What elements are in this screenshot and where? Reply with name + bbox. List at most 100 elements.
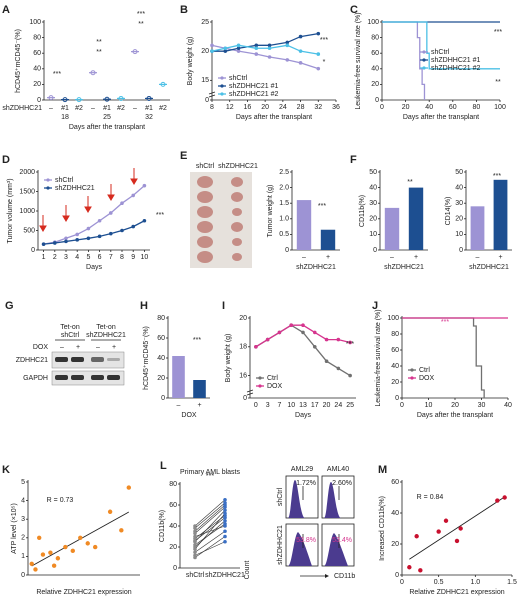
- x-tick-label: 24: [334, 402, 342, 409]
- x-label: Days: [295, 412, 311, 419]
- legend-marker: [258, 376, 262, 380]
- pair-line: [194, 541, 226, 556]
- marker: [298, 34, 303, 39]
- y-tick-label: 60: [157, 335, 165, 342]
- series-line: [211, 44, 319, 55]
- legend-label: DOX: [267, 383, 283, 390]
- pair-dot: [193, 553, 197, 558]
- legend-marker: [46, 178, 50, 182]
- pair-line: [194, 536, 226, 558]
- series-line: [255, 324, 351, 348]
- x-tick-label: 1.0: [470, 579, 480, 586]
- blot-group: Tet-on: [60, 324, 80, 331]
- y-tick-label: 0: [243, 395, 247, 402]
- y-tick-label: 15: [201, 77, 209, 84]
- y-tick-label: 20: [391, 379, 399, 386]
- pair-line: [194, 523, 226, 546]
- legend-label: Ctrl: [419, 367, 430, 374]
- x-tick-label: 30: [478, 402, 486, 409]
- y-label: CD11b(%): [159, 510, 166, 542]
- marker: [142, 218, 147, 223]
- x-tick-label: #2: [159, 105, 167, 112]
- x-tick-label: 4: [75, 254, 79, 261]
- y-tick-label: 40: [391, 510, 399, 517]
- blot-lane: –: [96, 344, 100, 351]
- bar: [172, 356, 185, 398]
- marker: [109, 231, 113, 236]
- series-line: [43, 220, 145, 245]
- pair-dot: [223, 522, 227, 526]
- y-label: Leukemia-free survival rate (%): [355, 12, 362, 109]
- legend-marker: [46, 186, 50, 190]
- y-label: Body weight (g): [225, 334, 232, 383]
- x-tick-label: +: [498, 254, 502, 261]
- marker: [267, 43, 272, 48]
- legend-label: shCtrl: [431, 49, 450, 56]
- x-tick-label: 40: [504, 402, 512, 409]
- point: [119, 528, 124, 533]
- y-tick-label: 5: [21, 479, 25, 486]
- point: [502, 495, 507, 500]
- blot-lane: –: [60, 344, 64, 351]
- bar: [408, 187, 424, 250]
- x-tick-label: 17: [311, 402, 319, 409]
- y-label: ATP level (×10⁵): [11, 503, 18, 554]
- dot: [146, 95, 152, 101]
- y-tick-label: 100: [367, 19, 379, 26]
- x-tick-label: 1.5: [507, 579, 517, 586]
- x-label: DOX: [181, 412, 197, 419]
- panel-letter: H: [140, 300, 148, 312]
- flow-percent: 53.4%: [332, 537, 352, 544]
- group-label: 25: [103, 114, 111, 121]
- marker: [223, 49, 228, 53]
- bar: [193, 380, 206, 398]
- marker: [86, 236, 91, 241]
- marker: [64, 236, 68, 241]
- annotation: ***: [346, 341, 354, 348]
- x-tick-label: 7: [109, 254, 113, 261]
- panel-letter: G: [5, 300, 14, 312]
- y-tick-label: 0: [161, 395, 165, 402]
- dot: [118, 95, 124, 101]
- flow-histograms: [288, 480, 348, 566]
- x-label: Days after the transplant: [236, 114, 312, 121]
- point: [126, 485, 131, 490]
- y-tick-label: 40: [369, 184, 377, 191]
- flow-percent: 53.8%: [296, 537, 316, 544]
- marker: [254, 46, 259, 51]
- point: [414, 534, 419, 539]
- y-tick-label: 10: [369, 231, 377, 238]
- dot: [76, 97, 82, 103]
- tumor-photo: shCtrl shZDHHC21: [190, 163, 258, 268]
- dot: [104, 96, 110, 102]
- blot-strip: [51, 370, 125, 386]
- x-tick-label: 25: [346, 402, 354, 409]
- y-tick-label: 60: [169, 502, 177, 509]
- point: [443, 518, 449, 523]
- x-tick-label: –: [49, 105, 53, 112]
- bar: [296, 200, 312, 250]
- y-tick-label: 60: [391, 479, 399, 486]
- marker: [324, 359, 329, 364]
- x-tick-label: 7: [277, 402, 281, 409]
- x-tick-label: 60: [449, 104, 457, 111]
- injection-arrows: [39, 168, 138, 232]
- pair-dot: [193, 538, 197, 543]
- pair-line: [194, 520, 226, 548]
- flow-sample: AML29: [291, 466, 313, 473]
- annotation: R = 0.84: [417, 494, 444, 501]
- panel-letter: F: [350, 154, 357, 166]
- y-tick-label: 20: [33, 81, 41, 88]
- x-tick-label: 6: [98, 254, 102, 261]
- y-tick-label: 1: [21, 553, 25, 560]
- y-label: Body weight (g): [187, 37, 194, 86]
- x-tick-label: #1: [145, 105, 153, 112]
- y-tick-label: 30: [455, 200, 463, 207]
- flow-panels: AML29 AML40 shCtrl shZDHHC21 Count 1.72%…: [244, 466, 356, 580]
- point: [70, 548, 76, 554]
- point: [48, 550, 53, 555]
- point: [495, 498, 500, 503]
- marker: [298, 49, 303, 53]
- pair-dot: [193, 550, 197, 555]
- flow-arrow-head: [325, 574, 329, 578]
